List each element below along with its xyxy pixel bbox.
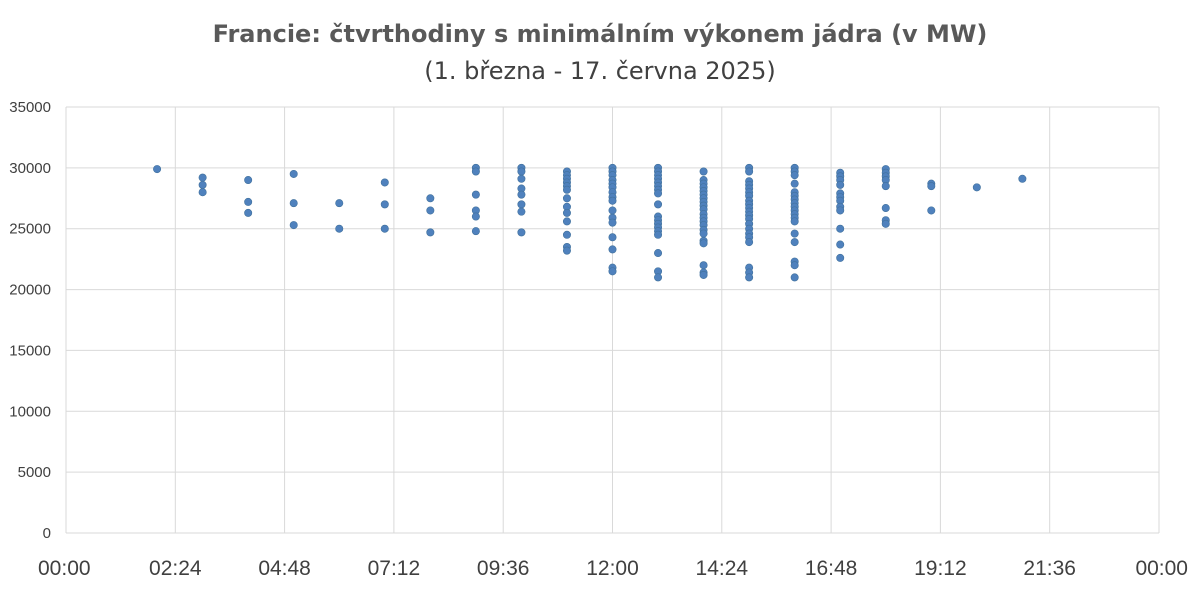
data-point [881,219,890,228]
data-point [562,185,571,194]
data-point [517,190,526,199]
y-tick-label: 25000 [9,221,51,238]
y-tick-label: 20000 [9,282,51,299]
data-point [198,188,207,197]
x-tick-label: 14:24 [696,557,749,580]
data-point [836,224,845,233]
data-point [562,194,571,203]
data-point [790,171,799,180]
data-point [517,174,526,183]
data-point [198,173,207,182]
data-point [471,227,480,236]
data-point [654,230,663,239]
data-point [654,189,663,198]
data-point [699,261,708,270]
data-point [380,178,389,187]
data-point [289,199,298,208]
y-tick-label: 35000 [9,99,51,116]
data-point [745,167,754,176]
data-point [836,180,845,189]
data-point [790,217,799,226]
data-point [426,194,435,203]
y-tick-label: 15000 [9,342,51,359]
data-point [426,206,435,215]
chart-subtitle: (1. března - 17. června 2025) [424,57,775,85]
data-point [654,249,663,258]
data-point [608,267,617,276]
data-point [198,180,207,189]
data-point [608,218,617,227]
data-point [790,238,799,247]
data-point [426,228,435,237]
data-point [608,206,617,215]
data-point [836,240,845,249]
data-point [517,167,526,176]
data-point [517,228,526,237]
data-point [881,204,890,213]
data-point [699,270,708,279]
data-point [608,233,617,242]
data-point [790,273,799,282]
data-point [790,179,799,188]
data-point [517,200,526,209]
data-points [153,163,1027,282]
data-point [471,167,480,176]
data-point [881,182,890,191]
x-tick-label: 16:48 [805,557,858,580]
x-tick-label: 02:24 [149,557,202,580]
data-point [745,238,754,247]
data-point [562,208,571,217]
data-point [562,246,571,255]
data-point [608,245,617,254]
data-point [699,239,708,248]
x-tick-label: 04:48 [258,557,311,580]
x-axis-tick-labels: 00:00 02:24 04:48 07:12 09:36 12:00 14:24 16:48… [38,557,1188,580]
data-point [836,206,845,215]
data-point [153,165,162,174]
data-point [562,217,571,226]
data-point [471,190,480,199]
data-point [790,229,799,238]
data-point [699,167,708,176]
data-point [562,230,571,239]
data-point [380,200,389,209]
y-tick-label: 10000 [9,403,51,420]
y-tick-label: 30000 [9,160,51,177]
data-point [289,169,298,178]
data-point [927,206,936,215]
data-point [244,197,253,206]
y-tick-label: 0 [43,525,51,542]
chart-title: Francie: čtvrthodiny s minimálním výkone… [213,20,988,48]
data-point [244,176,253,185]
data-point [380,224,389,233]
data-point [836,253,845,262]
data-point [471,212,480,221]
data-point [972,183,981,192]
data-point [244,208,253,217]
data-point [335,199,344,208]
x-tick-label: 19:12 [914,557,967,580]
x-tick-label: 00:00 [38,557,91,580]
data-point [1018,174,1027,183]
data-point [927,182,936,191]
grid [65,106,1160,534]
x-tick-label: 09:36 [477,557,530,580]
data-point [699,229,708,238]
data-point [335,224,344,233]
data-point [745,273,754,282]
x-tick-label: 00:00 [1135,557,1188,580]
data-point [608,196,617,205]
data-point [517,207,526,216]
x-tick-label: 21:36 [1023,557,1076,580]
y-tick-label: 5000 [18,464,51,481]
data-point [654,273,663,282]
data-point [790,261,799,270]
x-tick-label: 07:12 [368,557,421,580]
y-axis-tick-labels: 0 5000 10000 15000 20000 25000 30000 35000 [9,99,51,542]
x-tick-label: 12:00 [586,557,639,580]
data-point [289,221,298,230]
data-point [654,200,663,209]
